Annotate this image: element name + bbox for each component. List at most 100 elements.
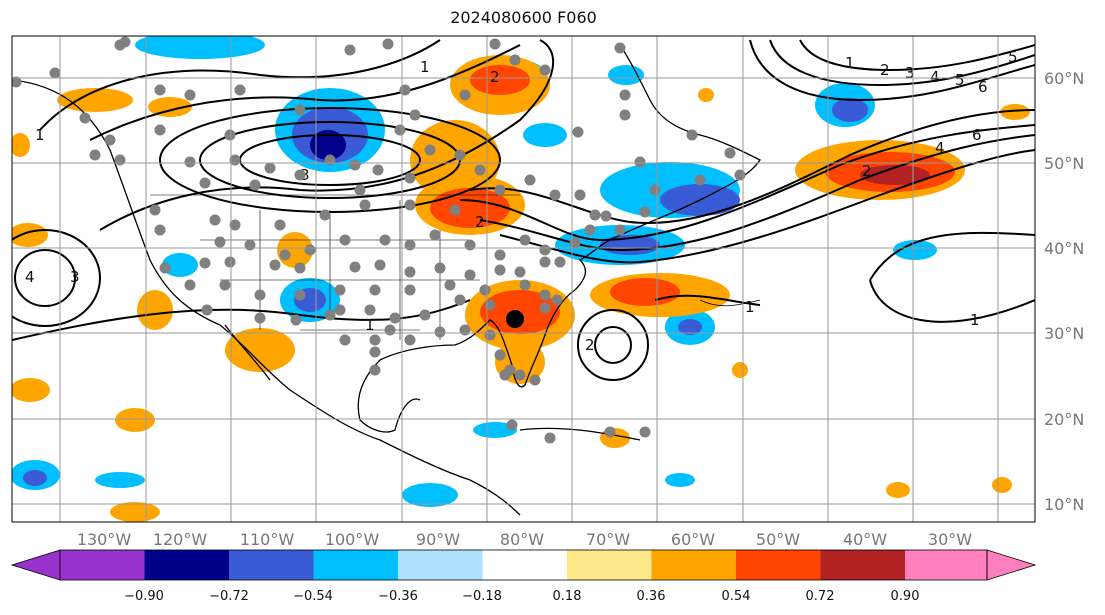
colorbar-tick-label: −0.90 xyxy=(124,589,164,604)
gridlines xyxy=(12,36,1035,522)
contour-label: 1 xyxy=(35,126,45,144)
station-dot xyxy=(584,224,596,236)
colorbar-tick-label: 0.36 xyxy=(637,589,666,604)
station-dot xyxy=(224,129,236,141)
contour-line xyxy=(89,44,521,141)
station-dot xyxy=(549,189,561,201)
station-dot xyxy=(434,262,446,274)
station-dot xyxy=(404,266,416,278)
station-dot xyxy=(404,172,416,184)
negative-anomaly-region xyxy=(678,319,702,335)
station-dot xyxy=(234,84,246,96)
station-dot xyxy=(229,219,241,231)
station-dot xyxy=(464,269,476,281)
station-dot xyxy=(434,326,446,338)
station-dot xyxy=(184,156,196,168)
longitude-label: 50°W xyxy=(756,530,800,549)
station-dot xyxy=(104,134,116,146)
station-dot xyxy=(459,89,471,101)
station-dot xyxy=(724,147,736,159)
station-dot xyxy=(649,184,661,196)
contour-line xyxy=(869,279,1035,323)
negative-anomaly-region xyxy=(23,470,47,486)
contour-line xyxy=(469,109,1035,224)
station-dot xyxy=(489,38,501,50)
contour-label: 2 xyxy=(880,61,890,79)
contour-label: 3 xyxy=(905,64,915,82)
station-dot xyxy=(294,169,306,181)
positive-anomaly-region xyxy=(137,290,173,330)
contour-line xyxy=(12,299,471,341)
contour-line xyxy=(39,39,441,131)
contour-line xyxy=(499,149,1035,264)
station-dot xyxy=(379,234,391,246)
colorbar-extend-low xyxy=(10,549,61,581)
station-dot xyxy=(686,129,698,141)
station-dot-layer xyxy=(12,36,746,444)
station-dot xyxy=(364,304,376,316)
station-dot xyxy=(484,329,496,341)
station-dot xyxy=(734,169,746,181)
contour-line xyxy=(577,309,649,381)
positive-anomaly-region xyxy=(886,482,910,498)
negative-anomaly-region xyxy=(162,253,198,277)
station-dot xyxy=(354,184,366,196)
station-dot xyxy=(359,199,371,211)
longitude-label: 130°W xyxy=(77,530,132,549)
station-dot xyxy=(374,259,386,271)
station-dot xyxy=(12,76,22,88)
station-dot xyxy=(634,156,646,168)
contour-line xyxy=(749,39,1035,102)
station-dot xyxy=(614,42,626,54)
colorbar-segment xyxy=(144,550,229,580)
contour-label: 2 xyxy=(475,213,485,231)
station-dot xyxy=(214,236,226,248)
station-dot xyxy=(154,84,166,96)
station-dot xyxy=(209,214,221,226)
colorbar-segment xyxy=(736,550,821,580)
station-dot xyxy=(419,309,431,321)
plot-title: 2024080600 F060 xyxy=(450,8,597,27)
contour-label: 5 xyxy=(955,71,965,89)
negative-anomaly-region xyxy=(665,473,695,487)
station-dot xyxy=(544,432,556,444)
station-dot xyxy=(349,261,361,273)
contour-label: 3 xyxy=(70,268,80,286)
station-dot xyxy=(524,174,536,186)
station-dot xyxy=(219,279,231,291)
latitude-label: 30°N xyxy=(1044,324,1084,343)
station-dot xyxy=(382,38,394,50)
gulf-atlantic-coastline xyxy=(379,239,611,388)
longitude-label: 60°W xyxy=(671,530,715,549)
caribbean-islands xyxy=(519,427,641,441)
negative-anomaly-region xyxy=(95,472,145,488)
station-dot xyxy=(369,334,381,346)
station-dot xyxy=(339,334,351,346)
contour-label: 1 xyxy=(845,54,855,72)
station-dot xyxy=(389,312,401,324)
contour-line xyxy=(594,326,632,364)
station-dot xyxy=(184,89,196,101)
colorbar-tick-label: 0.54 xyxy=(722,589,751,604)
colorbar-segment xyxy=(60,550,145,580)
contour-line xyxy=(799,39,1035,72)
colorbar-tick-label: −0.18 xyxy=(462,589,502,604)
colorbar-segment xyxy=(567,550,652,580)
station-dot xyxy=(384,324,396,336)
negative-anomaly-core xyxy=(310,130,346,160)
station-dot xyxy=(404,334,416,346)
station-dot xyxy=(254,312,266,324)
station-dot xyxy=(600,210,612,222)
colorbar-segment xyxy=(229,550,314,580)
station-dot xyxy=(619,109,631,121)
colorbar-segment xyxy=(905,550,987,580)
station-dot xyxy=(319,209,331,221)
station-dot xyxy=(264,162,276,174)
station-dot xyxy=(514,369,526,381)
station-dot xyxy=(199,177,211,189)
station-dot xyxy=(539,289,551,301)
station-dot xyxy=(454,149,466,161)
station-dot xyxy=(349,159,361,171)
station-dot xyxy=(154,224,166,236)
negative-anomaly-region xyxy=(473,422,517,438)
